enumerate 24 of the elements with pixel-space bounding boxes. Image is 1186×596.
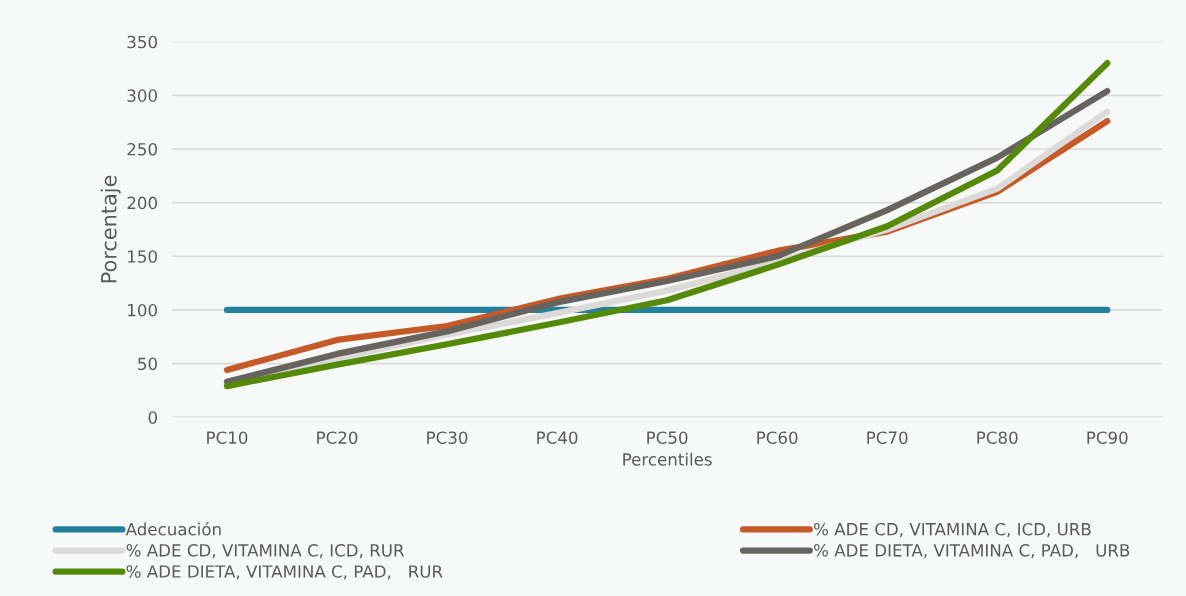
legend-label: % ADE CD, VITAMINA C, ICD, URB [813, 522, 1091, 538]
legend-label: Adecuación [125, 521, 221, 536]
y-tick-label: 150 [128, 250, 157, 263]
y-tick-label: 300 [127, 89, 157, 102]
legend-label: % ADE CD, VITAMINA C, ICD, RUR [126, 544, 405, 559]
y-tick-label: 0 [148, 411, 157, 424]
y-tick-label: 350 [127, 35, 157, 49]
x-tick-label: PC90 [1087, 431, 1128, 444]
x-axis-title: Percentiles [623, 452, 712, 466]
x-tick-label: PC80 [977, 431, 1018, 444]
x-tick-label: PC50 [647, 431, 688, 444]
y-tick-label: 100 [128, 303, 157, 317]
x-tick-label: PC10 [207, 431, 248, 444]
y-tick-label: 200 [127, 196, 157, 210]
legend-label: % ADE DIETA, VITAMINA C, PAD, RUR [126, 565, 443, 580]
y-tick-label: 50 [138, 357, 157, 371]
x-tick-label: PC60 [757, 431, 798, 444]
legend-label: % ADE DIETA, VITAMINA C, PAD, URB [813, 544, 1130, 559]
y-axis-title: Porcentaje [100, 175, 121, 283]
x-tick-label: PC70 [867, 431, 908, 444]
y-tick-label: 250 [127, 142, 157, 156]
x-tick-label: PC40 [537, 431, 578, 444]
x-tick-label: PC30 [427, 431, 468, 444]
x-tick-label: PC20 [317, 431, 358, 444]
